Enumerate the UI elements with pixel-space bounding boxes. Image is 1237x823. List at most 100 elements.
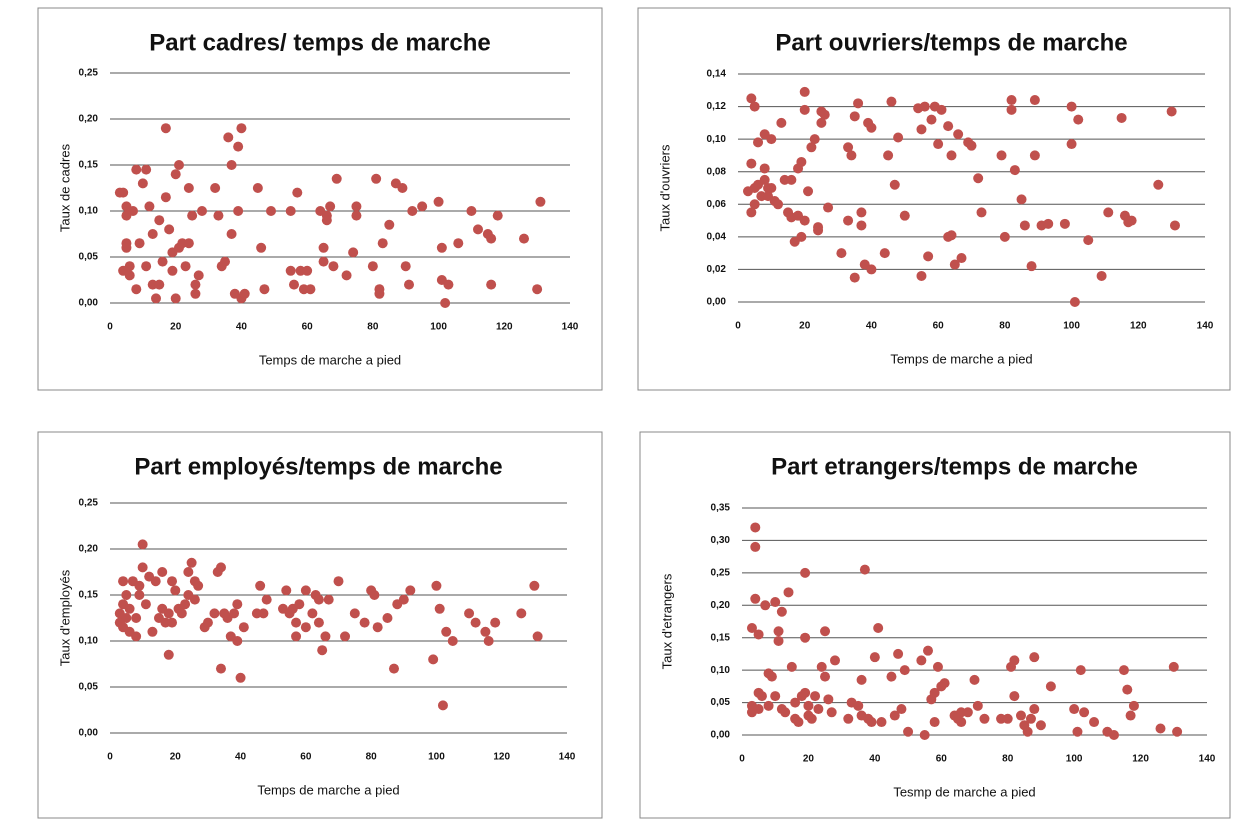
scatter-point [318,242,329,253]
scatter-point [215,663,226,674]
scatter-point [170,585,181,596]
scatter-point [916,270,927,281]
scatter-point [899,665,910,676]
chart-frame [37,7,603,391]
scatter-point [124,261,135,272]
x-tick-label: 40 [235,752,247,763]
scatter-point [783,587,794,598]
scatter-point [820,671,831,682]
scatter-point [131,164,142,175]
scatter-point [939,678,950,689]
scatter-point [800,567,811,578]
chart-title: Part ouvriers/temps de marche [775,29,1127,56]
scatter-point [351,210,362,221]
scatter-point [1069,704,1080,715]
scatter-point [160,192,171,203]
x-tick-label: 20 [170,322,182,333]
scatter-point [464,608,475,619]
scatter-point [962,707,973,718]
scatter-point [1109,730,1119,740]
scatter-point [1075,665,1086,676]
scatter-point [916,124,927,135]
scatter-point [118,576,129,587]
x-tick-label: 100 [428,752,445,763]
scatter-point [285,265,296,276]
chart-frame [639,431,1231,819]
y-tick-label: 0,10 [711,665,731,676]
scatter-point [486,279,497,290]
scatter-point [447,636,458,646]
scatter-point [232,599,243,610]
x-tick-label: 40 [869,754,881,765]
scatter-point [849,111,860,122]
scatter-point [923,645,933,656]
scatter-point [163,649,174,660]
scatter-point [1025,713,1036,724]
scatter-point [232,636,243,646]
y-tick-label: 0,20 [79,114,99,125]
scatter-point [226,229,237,239]
chart-panel: Part etrangers/temps de marche Tesmp de m… [639,431,1231,819]
scatter-point [258,608,269,619]
scatter-point [800,687,811,698]
scatter-point [453,238,464,249]
scatter-point [372,622,383,633]
scatter-point [946,150,957,161]
scatter-point [150,576,161,587]
scatter-point [291,631,302,642]
x-tick-label: 20 [799,321,811,332]
scatter-point [836,248,847,259]
scatter-point [226,160,237,170]
scatter-point [167,265,178,276]
scatter-point [756,691,767,702]
scatter-point [823,694,834,705]
scatter-point [1089,717,1100,728]
scatter-point [186,557,197,568]
scatter-point [256,242,267,253]
y-tick-label: 0,35 [711,503,731,514]
chart-frame [637,7,1231,391]
scatter-point [1116,112,1127,123]
scatter-point [866,717,877,728]
y-tick-label: 0,04 [707,231,727,242]
scatter-point [305,284,316,295]
scatter-point [799,104,810,115]
scatter-point [759,174,770,185]
scatter-point [1002,713,1013,724]
y-tick-label: 0,02 [707,264,727,275]
scatter-point [1096,270,1107,281]
scatter-point [220,256,230,267]
scatter-point [490,617,501,628]
scatter-point [1019,220,1030,231]
scatter-point [810,691,821,702]
scatter-point [157,256,168,267]
y-tick-label: 0,14 [707,69,727,80]
x-tick-label: 20 [170,752,182,763]
scatter-point [1026,261,1037,272]
scatter-point [369,590,380,600]
scatter-point [400,261,411,272]
scatter-point [876,717,887,728]
scatter-point [1083,235,1094,246]
scatter-point [320,631,331,642]
y-tick-label: 0,10 [707,134,727,145]
scatter-point [300,622,311,633]
scatter-point [473,224,483,235]
x-tick-label: 120 [493,752,510,763]
scatter-point [137,178,148,189]
scatter-point [1125,710,1136,721]
scatter-point [131,631,142,642]
scatter-point [1009,691,1020,702]
scatter-point [749,199,760,210]
scatter-point [1009,165,1020,176]
scatter-point [255,580,266,591]
scatter-point [371,173,382,184]
scatter-point [348,247,359,258]
scatter-point [317,645,328,656]
scatter-point [889,179,900,190]
scatter-point [193,580,204,591]
scatter-point [137,562,148,573]
scatter-point [470,617,481,628]
scatter-point [176,608,187,619]
scatter-point [1029,704,1040,715]
